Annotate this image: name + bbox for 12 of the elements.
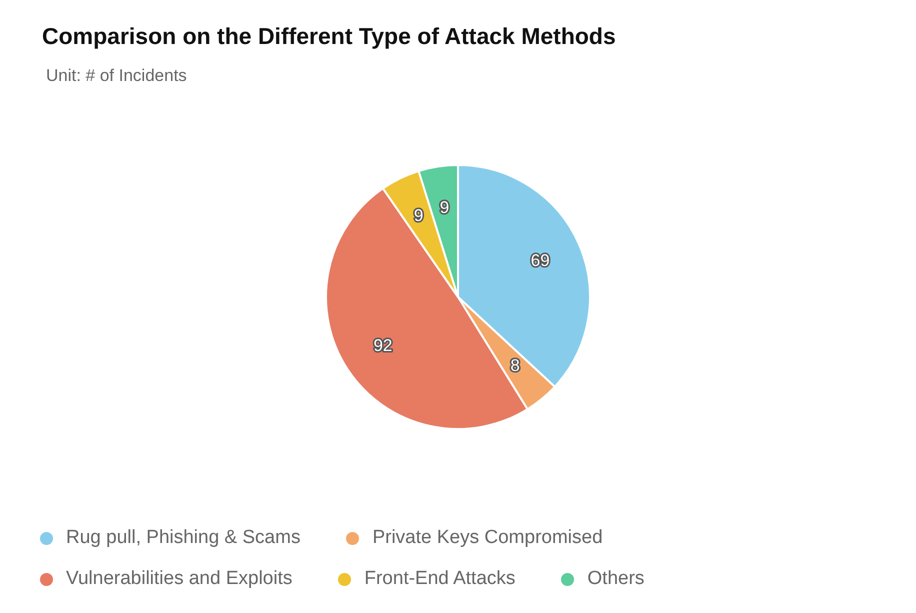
data-label: 9 [414,206,424,226]
chart-title: Comparison on the Different Type of Attack Methods [42,23,616,50]
data-label: 8 [510,356,520,375]
legend-label: Others [587,567,644,591]
chart-subtitle: Unit: # of Incidents [46,66,187,86]
legend-label: Private Keys Compromised [372,526,603,550]
data-label: 9 [440,198,450,217]
legend-label: Vulnerabilities and Exploits [66,567,292,591]
data-label: 69 [530,250,550,270]
legend-label: Front-End Attacks [364,567,516,591]
legend-label: Rug pull, Phishing & Scams [66,526,300,550]
data-label: 92 [373,336,392,355]
